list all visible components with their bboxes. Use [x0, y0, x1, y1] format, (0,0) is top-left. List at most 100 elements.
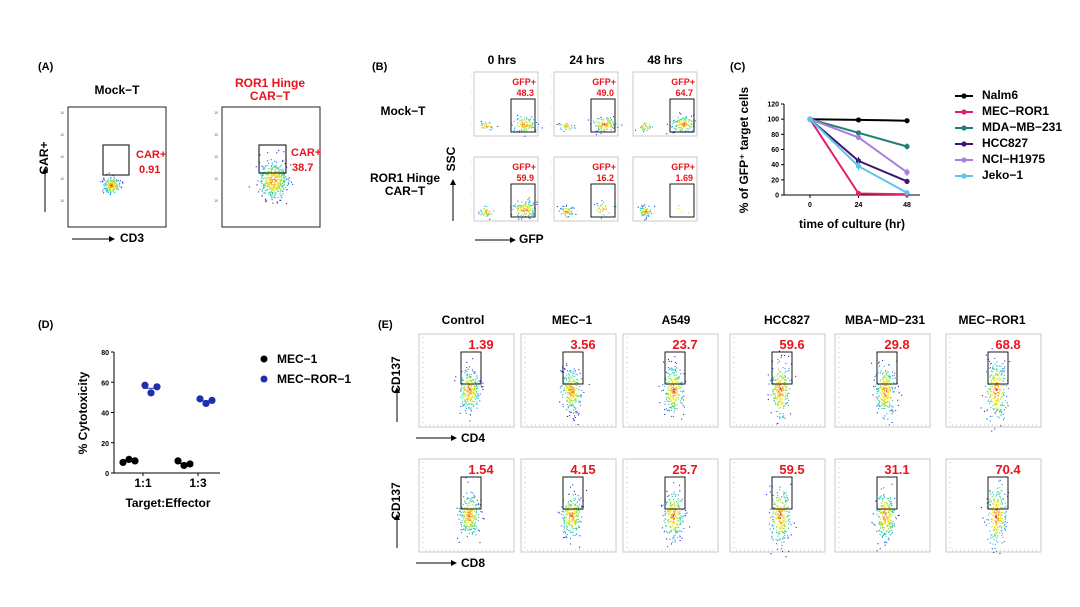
panel-e-event — [887, 525, 889, 527]
panel-e-event — [784, 507, 786, 509]
panel-b-tick: · — [471, 123, 472, 127]
panel-e-event — [785, 402, 787, 404]
panel-e-event — [999, 497, 1001, 499]
panel-e-event — [467, 386, 469, 388]
panel-e-event — [784, 509, 786, 511]
panel-a-event-car — [276, 183, 278, 185]
panel-e-event — [681, 402, 683, 404]
panel-e-event — [667, 501, 669, 503]
panel-e-event — [998, 382, 1000, 384]
panel-e-event — [666, 538, 668, 540]
panel-e-event — [768, 523, 770, 525]
panel-e-event — [561, 525, 563, 527]
panel-a-event-car — [261, 183, 263, 185]
panel-e-event — [889, 390, 891, 392]
panel-b-event — [645, 210, 647, 212]
panel-b-event — [521, 126, 523, 128]
panel-b-event — [517, 207, 519, 209]
panel-e-event — [674, 530, 676, 532]
panel-b-event — [520, 123, 522, 125]
panel-e-event — [668, 369, 670, 371]
panel-e-event — [993, 409, 995, 411]
panel-e-event — [772, 513, 774, 515]
panel-a-event-car — [283, 179, 285, 181]
panel-e-event — [1002, 507, 1004, 509]
panel-b-event — [600, 116, 602, 118]
panel-e-event — [778, 401, 780, 403]
panel-e-event — [673, 493, 675, 495]
panel-e-event — [670, 388, 672, 390]
panel-e-event — [466, 514, 468, 516]
panel-e-event — [1001, 374, 1003, 376]
panel-a-event-mock — [108, 180, 110, 182]
panel-a-event-car — [271, 190, 273, 192]
panel-e-event — [475, 403, 477, 405]
panel-e-event — [778, 377, 780, 379]
panel-b-row-label-mock: Mock−T — [380, 104, 426, 118]
panel-b-header-1: 24 hrs — [569, 53, 605, 67]
panel-e-event — [574, 371, 576, 373]
panel-a-event-car — [270, 159, 272, 161]
panel-e-event — [781, 510, 783, 512]
panel-a-event-car — [272, 163, 274, 165]
panel-a-event-car — [257, 180, 259, 182]
panel-e-event — [772, 380, 774, 382]
panel-a-event-car — [275, 170, 277, 172]
panel-e-event — [996, 537, 998, 539]
panel-e-event — [784, 403, 786, 405]
panel-e-event — [573, 419, 575, 421]
panel-a-event-car — [268, 168, 270, 170]
panel-b-event — [518, 212, 520, 214]
panel-e-event — [991, 548, 993, 550]
panel-e-event — [675, 530, 677, 532]
panel-e-event — [469, 400, 471, 402]
panel-e-event — [581, 389, 583, 391]
panel-e-event — [566, 409, 568, 411]
panel-e-event — [457, 537, 459, 539]
panel-e-event — [670, 526, 672, 528]
panel-b-event — [602, 203, 604, 205]
panel-e-event — [682, 521, 684, 523]
panel-a-event-mock — [111, 186, 113, 188]
panel-b-event — [486, 215, 488, 217]
panel-a-event-car — [273, 175, 275, 177]
panel-e-event — [1002, 380, 1004, 382]
panel-e-event — [569, 384, 571, 386]
panel-e-event — [891, 510, 893, 512]
panel-a-event-car — [278, 188, 280, 190]
panel-b-event — [594, 122, 596, 124]
panel-b-event — [643, 214, 645, 216]
panel-e-event — [456, 507, 458, 509]
panel-e-event — [992, 377, 994, 379]
panel-e-event — [465, 507, 467, 509]
panel-e-event — [667, 546, 669, 548]
panel-a-event-car — [282, 160, 284, 162]
panel-b-event — [606, 128, 608, 130]
panel-e-gate-value: 1.54 — [468, 462, 494, 477]
panel-b-event — [520, 120, 522, 122]
panel-b-event — [650, 126, 652, 128]
panel-e-event — [570, 394, 572, 396]
panel-e-event — [882, 514, 884, 516]
panel-a-event-car — [274, 160, 276, 162]
panel-e-event — [664, 413, 666, 415]
panel-a-event-mock — [115, 187, 117, 189]
panel-e-event — [565, 532, 567, 534]
panel-a-decade-tick: 10 — [214, 199, 218, 203]
panel-e-event — [674, 402, 676, 404]
panel-a-event-car — [276, 176, 278, 178]
panel-e-event — [889, 516, 891, 518]
panel-e-event — [676, 510, 678, 512]
panel-b-event — [597, 128, 599, 130]
panel-e-event — [1000, 425, 1002, 427]
panel-c-point — [904, 178, 910, 184]
panel-e-event — [668, 518, 670, 520]
panel-a-event-car — [275, 168, 277, 170]
panel-e-event — [566, 363, 568, 365]
panel-e-event — [997, 515, 999, 517]
panel-e-event — [882, 399, 884, 401]
panel-e-event — [577, 515, 579, 517]
panel-e-event — [475, 504, 477, 506]
panel-e-event — [574, 417, 576, 419]
panel-e-event — [569, 537, 571, 539]
